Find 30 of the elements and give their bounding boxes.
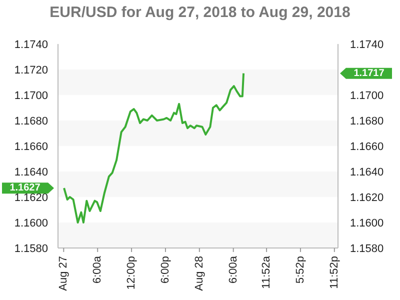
y2-tick-label: 1.1740	[350, 39, 384, 51]
x-tick-label: 6:00a	[92, 255, 104, 284]
y-tick-label: 1.1580	[14, 243, 48, 255]
y2-tick-label: 1.1640	[350, 166, 384, 178]
y-tick-label: 1.1700	[14, 90, 48, 102]
annotation: 1.1717	[354, 68, 385, 79]
x-tick-label: 12:00p	[126, 256, 138, 290]
y-tick-label: 1.1740	[14, 39, 48, 51]
x-tick-label: 6:00p	[159, 256, 172, 284]
x-tick-label: Aug 27	[58, 256, 70, 291]
y2-tick-label: 1.1580	[350, 243, 384, 255]
y2-tick-label: 1.1660	[350, 141, 384, 153]
chart-title: EUR/USD for Aug 27, 2018 to Aug 29, 2018	[48, 4, 352, 21]
y2-tick-label: 1.1700	[350, 90, 384, 102]
y-tick-label: 1.1640	[14, 166, 48, 178]
x-tick-label: 6:00a	[227, 255, 240, 284]
y-tick-label: 1.1600	[14, 218, 48, 230]
y2-tick-label: 1.1620	[350, 192, 384, 204]
y2-tick-label: 1.1600	[350, 218, 384, 230]
x-tick-label: 11:52p	[328, 256, 340, 289]
y-tick-label: 1.1720	[14, 64, 48, 76]
x-tick-label: 5:52p	[294, 256, 306, 284]
line-series	[63, 72, 245, 224]
y-tick-label: 1.1680	[14, 116, 48, 128]
y2-tick-label: 1.1680	[350, 116, 384, 128]
x-tick-label: 11:52a	[260, 255, 273, 289]
annotation: 1.1627	[10, 182, 41, 194]
y-tick-label: 1.1620	[14, 192, 48, 204]
y-tick-label: 1.1660	[14, 141, 48, 153]
x-tick-label: Aug 28	[193, 256, 206, 291]
